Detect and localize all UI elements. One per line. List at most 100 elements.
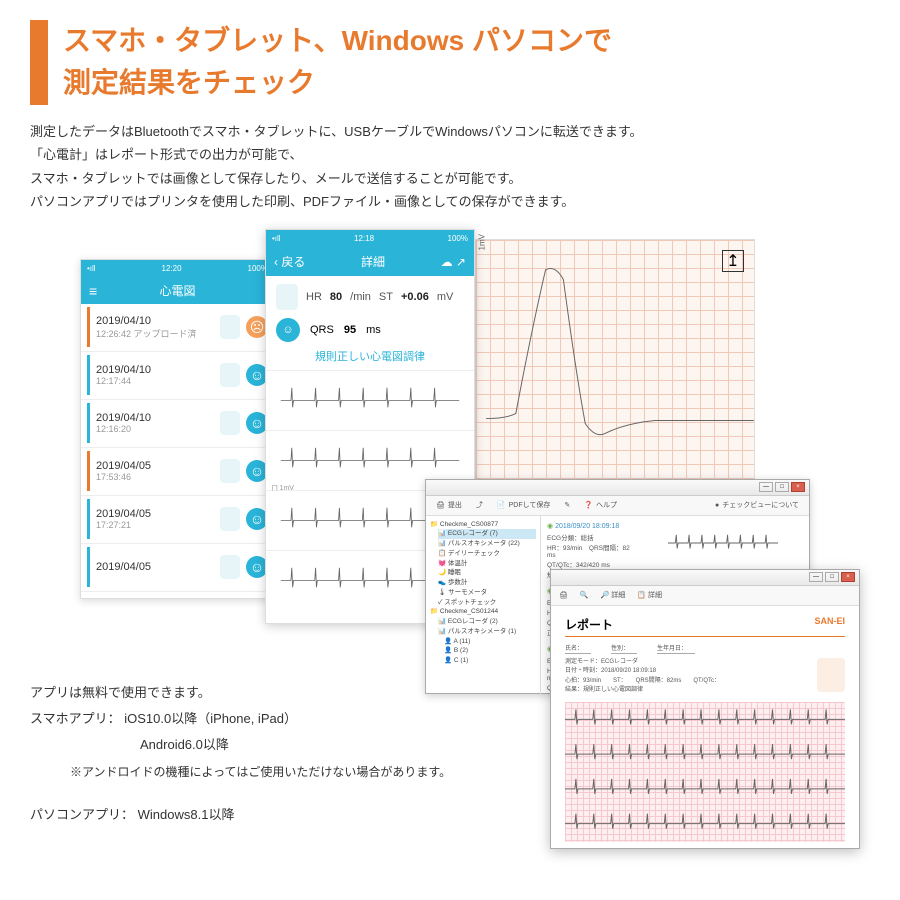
tree-item[interactable]: 📋 デイリーチェック xyxy=(438,549,536,559)
record-date: 2019/04/10 xyxy=(96,412,220,424)
tree-item[interactable]: 💓 体温計 xyxy=(438,559,536,569)
record-date: 2019/04/10 xyxy=(96,315,220,327)
status-bar: •ıll 12:20 100% xyxy=(81,260,274,278)
menu-icon[interactable]: ≡ xyxy=(89,283,97,299)
scale-label: ⨅ 1mV xyxy=(272,485,294,493)
tree-item[interactable]: 📊 パルスオキシメータ (1) xyxy=(438,627,536,637)
status-battery: 100% xyxy=(448,234,468,243)
footer-info: アプリは無料で使用できます。 スマホアプリ： iOS10.0以降（iPhone,… xyxy=(30,680,451,828)
meta-line: 結果：規則正しい心電図調律 xyxy=(565,686,723,696)
tree-item[interactable]: 👤 C (1) xyxy=(444,656,536,666)
signal-icon: •ıll xyxy=(272,234,281,243)
status-bar-indicator xyxy=(87,451,90,491)
qrs-row: ☺ QRS 95 ms xyxy=(266,318,474,348)
status-bar-indicator xyxy=(87,355,90,395)
tree-item[interactable]: 📊 ECGレコーダ (7) xyxy=(438,529,536,539)
record-row[interactable]: 2019/04/1012:16:20 ☺ xyxy=(81,400,274,448)
android-req: Android6.0以降 xyxy=(30,732,451,758)
toolbar-item[interactable]: ● チェックビューについて xyxy=(715,500,799,510)
header-title: 心電図 xyxy=(159,282,195,299)
android-note: ※アンドロイドの機種によってはご使用いただけない場合があります。 xyxy=(30,760,451,784)
metrics-row: HR 80/min ST +0.06mV xyxy=(266,276,474,318)
toolbar-item[interactable]: 🖨 提出 xyxy=(436,500,462,510)
record-row[interactable]: 2019/04/0517:27:21 ☺ xyxy=(81,496,274,544)
field-birth: 生年月日： xyxy=(657,643,695,654)
status-bar-indicator xyxy=(87,307,90,347)
tree-item[interactable]: 👤 A (11) xyxy=(444,637,536,647)
body-icon xyxy=(276,284,298,310)
app-header: ‹ 戻る 詳細 ☁ ↗ xyxy=(266,248,474,276)
record-row[interactable]: 2019/04/05 ☺ xyxy=(81,544,274,592)
maximize-button[interactable]: □ xyxy=(775,482,789,492)
field-sex: 性別： xyxy=(611,643,637,654)
tree-item[interactable]: 👤 B (2) xyxy=(444,646,536,656)
report-page: レポート SAN-EI 氏名： 性別： 生年月日： 測定モード：ECGレコーダ … xyxy=(551,606,859,852)
status-bar-indicator xyxy=(87,499,90,539)
screenshots-area: •ıll 12:20 100% ≡ 心電図 2019/04/1012:26:42… xyxy=(0,229,900,679)
title-line1: スマホ・タブレット、Windows パソコンで xyxy=(63,20,612,62)
st-label: ST xyxy=(379,291,393,303)
minimize-button[interactable]: — xyxy=(809,572,823,582)
ecg-strip xyxy=(266,370,474,430)
toolbar-item[interactable]: 🔍 xyxy=(580,591,589,599)
record-row[interactable]: 2019/04/0517:53:46 ☺ xyxy=(81,448,274,496)
status-bar: •ıll 12:18 100% xyxy=(266,230,474,248)
smartphone-app-info: スマホアプリ： iOS10.0以降（iPhone, iPad） xyxy=(30,706,451,732)
toolbar-item[interactable]: 📋 詳細 xyxy=(637,590,662,600)
record-row[interactable]: 2019/04/1012:26:42 アップロード済 ☹ xyxy=(81,304,274,352)
tree-root[interactable]: 📁 Checkme_CS01244 xyxy=(430,607,536,617)
ecg-printout: ↥ 1mV xyxy=(475,239,755,489)
qrs-label: QRS xyxy=(310,324,334,336)
hr-value: 80 xyxy=(330,291,342,303)
back-button[interactable]: ‹ 戻る xyxy=(274,253,305,270)
st-value: +0.06 xyxy=(401,291,429,303)
accent-bar xyxy=(30,20,48,105)
close-button[interactable]: × xyxy=(841,572,855,582)
record-row[interactable]: 2019/04/1012:17:44 ☺ xyxy=(81,352,274,400)
tree-item[interactable]: 🌙 睡眠 xyxy=(438,568,536,578)
toolbar-item[interactable]: ❓ ヘルプ xyxy=(584,500,617,510)
tree-root[interactable]: 📁 Checkme_CS00877 xyxy=(430,520,536,530)
body-icon xyxy=(220,363,240,387)
body-icon xyxy=(817,658,845,692)
window-titlebar: — □ × xyxy=(551,570,859,586)
record-time: 12:16:20 xyxy=(96,424,220,434)
brand-logo: SAN-EI xyxy=(814,616,845,633)
status-time: 12:18 xyxy=(354,234,374,243)
toolbar-item[interactable]: 📄 PDFして保存 xyxy=(497,500,551,510)
smile-icon: ☺ xyxy=(276,318,300,342)
hr-label: HR xyxy=(306,291,322,303)
toolbar-item[interactable]: ⤴ xyxy=(476,500,483,510)
date-label: 日付・時刻：2018/09/20 18:09:18 xyxy=(565,667,723,677)
toolbar-item[interactable]: 🖨 xyxy=(559,591,568,599)
tree-item[interactable]: 📊 ECGレコーダ (2) xyxy=(438,617,536,627)
mini-ecg xyxy=(643,532,803,554)
tree-item[interactable]: 🌡 サーモメータ xyxy=(438,588,536,598)
status-time: 12:20 xyxy=(162,264,182,273)
tree-item[interactable]: 👟 歩数計 xyxy=(438,578,536,588)
field-name: 氏名： xyxy=(565,643,591,654)
body-icon xyxy=(220,315,240,339)
header-title: 詳細 xyxy=(361,253,385,270)
body-icon xyxy=(220,555,240,579)
meta-line: 心拍：93/min ST： QRS間隔：82ms QT/QTc： xyxy=(565,677,723,687)
scale-label: 1mV xyxy=(478,234,487,250)
close-button[interactable]: × xyxy=(791,482,805,492)
toolbar: 🖨 🔍 🔎 詳細 📋 詳細 xyxy=(551,586,859,606)
pc-app-info: パソコンアプリ： Windows8.1以降 xyxy=(30,802,451,828)
header-actions[interactable]: ☁ ↗ xyxy=(441,255,466,269)
maximize-button[interactable]: □ xyxy=(825,572,839,582)
tree-item[interactable]: 📊 パルスオキシメータ (22) xyxy=(438,539,536,549)
tree-item[interactable]: ✓ スポットチェック xyxy=(438,598,536,608)
free-text: アプリは無料で使用できます。 xyxy=(30,680,451,706)
toolbar-item[interactable]: 🔎 詳細 xyxy=(601,590,626,600)
windows-report-screenshot: — □ × 🖨 🔍 🔎 詳細 📋 詳細 レポート SAN-EI 氏名： 性別： … xyxy=(550,569,860,849)
desc-line: 「心電計」はレポート形式での出力が可能で、 xyxy=(30,143,870,166)
record-time: 17:53:46 xyxy=(96,472,220,482)
title-line2: 測定結果をチェック xyxy=(63,62,612,104)
toolbar-item[interactable]: ✎ xyxy=(564,501,570,509)
minimize-button[interactable]: — xyxy=(759,482,773,492)
device-tree[interactable]: 📁 Checkme_CS00877 📊 ECGレコーダ (7) 📊 パルスオキシ… xyxy=(426,516,541,695)
window-titlebar: — □ × xyxy=(426,480,809,496)
page-title: スマホ・タブレット、Windows パソコンで 測定結果をチェック xyxy=(63,20,612,105)
